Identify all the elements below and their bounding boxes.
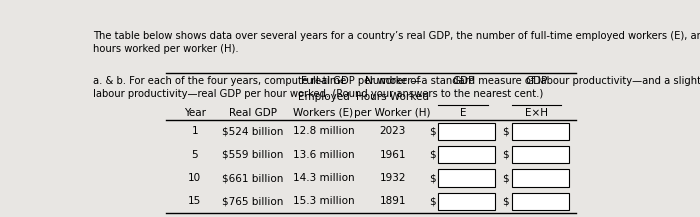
Text: $: $ [428, 126, 435, 136]
FancyBboxPatch shape [512, 146, 568, 163]
Text: Employed: Employed [298, 92, 349, 102]
Text: 2023: 2023 [379, 126, 406, 136]
Text: Number of: Number of [365, 76, 420, 86]
Text: per Worker (H): per Worker (H) [354, 108, 431, 118]
Text: 10: 10 [188, 173, 201, 183]
Text: The table below shows data over several years for a country’s real GDP, the numb: The table below shows data over several … [93, 31, 700, 54]
Text: $: $ [428, 196, 435, 207]
Text: 15: 15 [188, 196, 202, 207]
Text: $: $ [502, 196, 509, 207]
Text: 1: 1 [191, 126, 198, 136]
Text: $: $ [502, 126, 509, 136]
FancyBboxPatch shape [438, 146, 496, 163]
Text: 15.3 million: 15.3 million [293, 196, 354, 207]
Text: $661 billion: $661 billion [223, 173, 284, 183]
Text: Hours Worked: Hours Worked [356, 92, 429, 102]
Text: 5: 5 [191, 150, 198, 160]
Text: Year: Year [183, 108, 206, 118]
Text: $: $ [428, 173, 435, 183]
FancyBboxPatch shape [438, 169, 496, 187]
FancyBboxPatch shape [512, 193, 568, 210]
Text: GDP: GDP [525, 76, 547, 86]
Text: a. & b. For each of the four years, compute real GDP per worker—a standard measu: a. & b. For each of the four years, comp… [93, 76, 700, 99]
Text: 14.3 million: 14.3 million [293, 173, 354, 183]
FancyBboxPatch shape [512, 169, 568, 187]
FancyBboxPatch shape [438, 193, 496, 210]
Text: 1961: 1961 [379, 150, 406, 160]
Text: 12.8 million: 12.8 million [293, 126, 354, 136]
Text: Real GDP: Real GDP [229, 108, 277, 118]
Text: Full-time: Full-time [301, 76, 346, 86]
Text: Workers (E): Workers (E) [293, 108, 354, 118]
FancyBboxPatch shape [438, 123, 496, 140]
Text: E×H: E×H [525, 108, 548, 118]
Text: $: $ [502, 173, 509, 183]
Text: $: $ [502, 150, 509, 160]
FancyBboxPatch shape [512, 123, 568, 140]
Text: $: $ [428, 150, 435, 160]
Text: $559 billion: $559 billion [223, 150, 284, 160]
Text: 1932: 1932 [379, 173, 406, 183]
Text: E: E [460, 108, 466, 118]
Text: $765 billion: $765 billion [223, 196, 284, 207]
Text: 13.6 million: 13.6 million [293, 150, 354, 160]
Text: 1891: 1891 [379, 196, 406, 207]
Text: GDP: GDP [452, 76, 475, 86]
Text: $524 billion: $524 billion [223, 126, 284, 136]
